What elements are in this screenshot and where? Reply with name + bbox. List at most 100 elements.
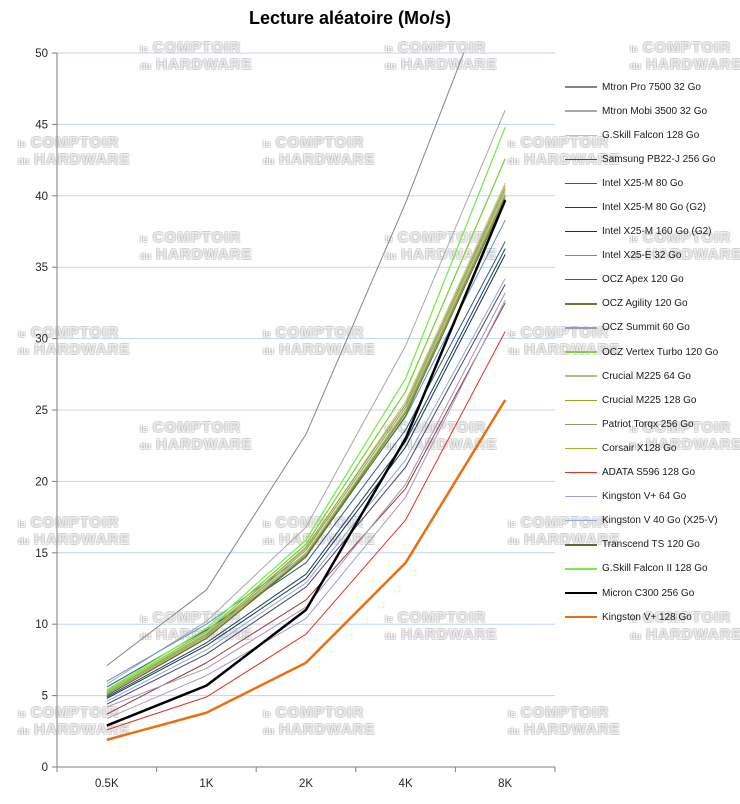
legend-item: Kingston V+ 64 Go	[565, 485, 739, 509]
watermark-tile: le COMPTOIR du HARDWARE	[630, 229, 740, 263]
legend-label: Mtron Pro 7500 32 Go	[602, 81, 701, 93]
legend-swatch	[565, 471, 597, 474]
legend-item: Samsung PB22-J 256 Go	[565, 147, 739, 171]
legend-swatch	[565, 568, 597, 570]
legend-swatch	[565, 255, 597, 257]
y-tick-label: 30	[35, 334, 48, 346]
legend-item: Mtron Mobi 3500 32 Go	[565, 99, 739, 123]
y-tick-label: 10	[35, 619, 48, 631]
legend-item: Kingston V+ 128 Go	[565, 605, 739, 629]
chart-title: Lecture aléatoire (Mo/s)	[248, 8, 452, 28]
series-line	[106, 254, 506, 699]
series-line	[106, 292, 506, 708]
legend-item: OCZ Vertex Turbo 120 Go	[565, 340, 739, 364]
legend-swatch	[565, 158, 597, 161]
watermark-tile: le COMPTOIR du HARDWARE	[263, 134, 376, 168]
y-tick-label: 25	[35, 405, 48, 417]
legend-label: Kingston V 40 Go (X25-V)	[602, 515, 718, 527]
legend-item: Intel X25-M 80 Go	[565, 171, 739, 195]
legend-label: ADATA S596 128 Go	[602, 467, 696, 479]
watermark-tile: le COMPTOIR du HARDWARE	[385, 609, 498, 643]
legend-label: Crucial M225 128 Go	[602, 394, 697, 406]
legend-swatch	[565, 544, 597, 546]
legend-label: Intel X25-E 32 Go	[602, 250, 682, 262]
legend-item: OCZ Agility 120 Go	[565, 292, 739, 316]
y-tick-label: 20	[35, 476, 48, 488]
y-tick-label: 5	[42, 691, 48, 703]
watermark-tile: le COMPTOIR du HARDWARE	[508, 134, 621, 168]
y-tick-label: 0	[42, 762, 48, 774]
series-line	[106, 399, 507, 742]
legend-item: Crucial M225 64 Go	[565, 364, 739, 388]
legend-swatch	[565, 182, 597, 185]
series-line	[106, 127, 506, 691]
watermark-tile: le COMPTOIR du HARDWARE	[18, 514, 131, 548]
y-tick-label: 50	[35, 48, 48, 60]
watermark-tile: le COMPTOIR du HARDWARE	[18, 704, 131, 738]
legend-item: G.Skill Falcon II 128 Go	[565, 557, 739, 581]
series-line	[106, 53, 465, 667]
legend-label: Transcend TS 120 Go	[602, 539, 700, 551]
y-tick-label: 15	[35, 548, 48, 560]
legend-item: Patriot Torqx 256 Go	[565, 412, 739, 436]
series-line	[106, 198, 506, 697]
x-tick-label: 8K	[498, 778, 512, 790]
legend-swatch	[565, 447, 597, 450]
x-tick-label: 2K	[299, 778, 313, 790]
watermark-tile: le COMPTOIR du HARDWARE	[263, 704, 376, 738]
watermark-tile: le COMPTOIR du HARDWARE	[385, 39, 498, 73]
x-tick-label: 1K	[199, 778, 213, 790]
y-tick-label: 40	[35, 191, 48, 203]
series-line	[106, 185, 506, 694]
legend-label: Intel X25-M 160 Go (G2)	[602, 226, 712, 238]
legend-item: Kingston V 40 Go (X25-V)	[565, 509, 739, 533]
legend-swatch	[565, 399, 597, 401]
legend-label: Intel X25-M 80 Go	[602, 177, 684, 189]
legend-label: Corsair X128 Go	[602, 442, 677, 454]
watermark-tile: le COMPTOIR du HARDWARE	[140, 419, 253, 453]
legend-item: OCZ Apex 120 Go	[565, 268, 739, 292]
legend-swatch	[565, 520, 597, 522]
y-tick-label: 35	[35, 262, 48, 274]
x-tick-label: 0.5K	[95, 778, 119, 790]
series-line	[106, 182, 506, 694]
chart-legend: Mtron Pro 7500 32 Go Mtron Mobi 3500 32 G…	[565, 75, 739, 629]
legend-label: Crucial M225 64 Go	[602, 370, 691, 382]
series-line	[106, 299, 506, 719]
legend-swatch	[565, 134, 597, 136]
series-line	[106, 158, 506, 692]
watermark-tile: le COMPTOIR du HARDWARE	[508, 704, 621, 738]
watermark-tile: le COMPTOIR du HARDWARE	[18, 324, 131, 358]
watermark-tile: le COMPTOIR du HARDWARE	[508, 514, 621, 548]
series-line	[106, 188, 506, 695]
legend-item: OCZ Summit 60 Go	[565, 316, 739, 340]
legend-item: Intel X25-M 160 Go (G2)	[565, 220, 739, 244]
legend-item: Transcend TS 120 Go	[565, 533, 739, 557]
legend-item: Mtron Pro 7500 32 Go	[565, 75, 739, 99]
legend-swatch	[565, 279, 597, 281]
legend-item: Crucial M225 128 Go	[565, 388, 739, 412]
legend-label: Samsung PB22-J 256 Go	[602, 153, 716, 165]
legend-swatch	[565, 375, 597, 377]
series-line	[106, 194, 506, 697]
legend-swatch	[565, 591, 597, 595]
legend-label: Micron C300 256 Go	[602, 587, 695, 599]
legend-swatch	[565, 110, 597, 112]
legend-label: Intel X25-M 80 Go (G2)	[602, 202, 706, 214]
watermark-tile: le COMPTOIR du HARDWARE	[630, 39, 740, 73]
legend-label: OCZ Summit 60 Go	[602, 322, 690, 334]
watermark-tile: le COMPTOIR du HARDWARE	[140, 39, 253, 73]
watermark-tile: le COMPTOIR du HARDWARE	[630, 419, 740, 453]
watermark-tile: le COMPTOIR du HARDWARE	[263, 324, 376, 358]
legend-item: Intel X25-M 80 Go (G2)	[565, 195, 739, 219]
legend-swatch	[565, 86, 597, 88]
legend-label: OCZ Apex 120 Go	[602, 274, 684, 286]
legend-label: G.Skill Falcon 128 Go	[602, 129, 700, 141]
series-line	[106, 219, 506, 682]
legend-item: G.Skill Falcon 128 Go	[565, 123, 739, 147]
legend-item: Micron C300 256 Go	[565, 581, 739, 605]
legend-item: ADATA S596 128 Go	[565, 461, 739, 485]
y-tick-label: 45	[35, 119, 48, 131]
series-line	[106, 331, 506, 731]
